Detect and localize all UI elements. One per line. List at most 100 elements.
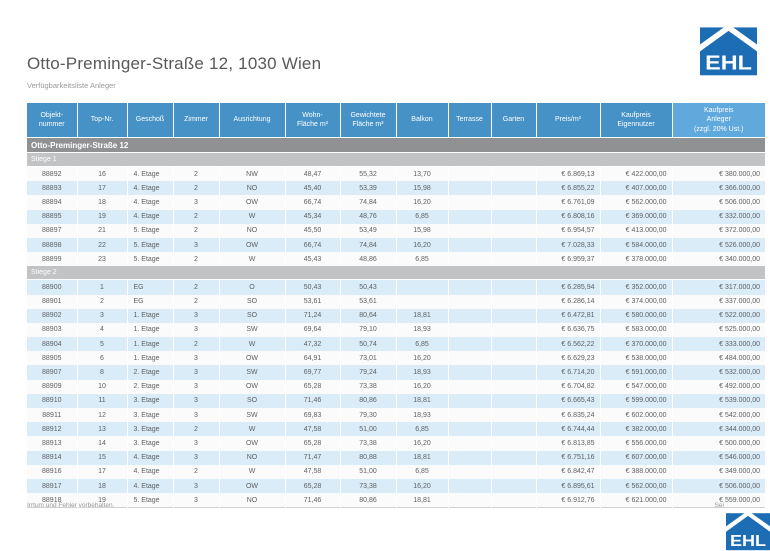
- column-header-terrasse: Terrasse: [448, 103, 492, 138]
- cell-preis-m2: € 6.813,85: [536, 436, 601, 451]
- cell-geschoss: 2. Etage: [127, 379, 174, 394]
- cell-preis-m2: € 6.286,14: [536, 294, 601, 309]
- cell-objektnummer: 88903: [27, 322, 78, 338]
- cell-kaufpreis-anleger: € 380.000,00: [672, 166, 765, 182]
- cell-terrasse: [448, 351, 492, 366]
- section-label: Stiege 1: [27, 152, 765, 167]
- cell-terrasse: [448, 322, 492, 338]
- cell-gewichtete-flaeche: 74,84: [340, 237, 397, 253]
- cell-terrasse: [448, 393, 492, 408]
- cell-kaufpreis-eigennutzer: € 556.000,00: [600, 436, 673, 451]
- cell-terrasse: [448, 195, 492, 210]
- cell-preis-m2: € 7.028,33: [536, 237, 601, 253]
- cell-objektnummer: 88910: [27, 393, 78, 408]
- cell-objektnummer: 88895: [27, 209, 78, 224]
- cell-ausrichtung: NO: [219, 450, 286, 465]
- cell-top-nr: 18: [77, 195, 128, 210]
- table-row: 88907 8 2. Etage 3 SW 69,77 79,24 18,93 € 6.714,…: [27, 365, 765, 380]
- cell-preis-m2: € 6.285,94: [536, 279, 601, 295]
- cell-wohnflaeche: 66,74: [285, 237, 341, 253]
- cell-objektnummer: 88907: [27, 365, 78, 380]
- cell-kaufpreis-eigennutzer: € 369.000,00: [600, 209, 673, 224]
- cell-balkon: 6,85: [396, 464, 449, 479]
- cell-garten: [491, 450, 537, 465]
- cell-garten: [491, 351, 537, 366]
- cell-top-nr: 13: [77, 422, 128, 437]
- cell-garten: [491, 464, 537, 479]
- cell-geschoss: 1. Etage: [127, 351, 174, 366]
- cell-gewichtete-flaeche: 80,86: [340, 393, 397, 408]
- cell-gewichtete-flaeche: 53,39: [340, 181, 397, 196]
- cell-preis-m2: € 6.808,16: [536, 209, 601, 224]
- cell-gewichtete-flaeche: 50,43: [340, 279, 397, 295]
- cell-gewichtete-flaeche: 73,38: [340, 436, 397, 451]
- cell-wohnflaeche: 69,64: [285, 322, 341, 338]
- cell-terrasse: [448, 181, 492, 196]
- cell-gewichtete-flaeche: 80,64: [340, 308, 397, 323]
- cell-terrasse: [448, 308, 492, 323]
- cell-kaufpreis-anleger: € 366.000,00: [672, 181, 765, 196]
- cell-wohnflaeche: 45,34: [285, 209, 341, 224]
- cell-garten: [491, 337, 537, 352]
- cell-top-nr: 6: [77, 351, 128, 366]
- cell-balkon: 15,98: [396, 181, 449, 196]
- house-roof-icon: [726, 510, 770, 532]
- table-row: 88910 11 3. Etage 3 SO 71,46 80,86 18,81 € 6.665…: [27, 393, 765, 408]
- cell-preis-m2: € 6.472,81: [536, 308, 601, 323]
- cell-ausrichtung: OW: [219, 379, 286, 394]
- cell-wohnflaeche: 50,43: [285, 279, 341, 295]
- cell-kaufpreis-eigennutzer: € 562.000,00: [600, 195, 673, 210]
- cell-preis-m2: € 6.744,44: [536, 422, 601, 437]
- cell-preis-m2: € 6.869,13: [536, 166, 601, 182]
- cell-balkon: [396, 294, 449, 309]
- cell-ausrichtung: NO: [219, 493, 286, 508]
- cell-garten: [491, 408, 537, 423]
- cell-top-nr: 18: [77, 478, 128, 494]
- table-row: 88912 13 3. Etage 2 W 47,58 51,00 6,85 € 6.744,4…: [27, 422, 765, 437]
- cell-geschoss: 2. Etage: [127, 365, 174, 380]
- cell-zimmer: 3: [173, 308, 220, 323]
- cell-geschoss: 1. Etage: [127, 337, 174, 352]
- cell-top-nr: 10: [77, 379, 128, 394]
- cell-gewichtete-flaeche: 53,61: [340, 294, 397, 309]
- cell-ausrichtung: W: [219, 252, 286, 267]
- cell-terrasse: [448, 209, 492, 224]
- cell-kaufpreis-eigennutzer: € 422.000,00: [600, 166, 673, 182]
- cell-garten: [491, 237, 537, 253]
- cell-ausrichtung: SO: [219, 308, 286, 323]
- cell-garten: [491, 379, 537, 394]
- table-body: Otto-Preminger-Straße 12 Stiege 1 88892 16 4…: [27, 137, 765, 508]
- cell-balkon: 16,20: [396, 436, 449, 451]
- cell-kaufpreis-eigennutzer: € 583.000,00: [600, 322, 673, 338]
- cell-wohnflaeche: 53,61: [285, 294, 341, 309]
- cell-ausrichtung: O: [219, 279, 286, 295]
- cell-top-nr: 4: [77, 322, 128, 338]
- cell-balkon: 6,85: [396, 422, 449, 437]
- cell-kaufpreis-anleger: € 546.000,00: [672, 450, 765, 465]
- cell-terrasse: [448, 422, 492, 437]
- cell-gewichtete-flaeche: 48,86: [340, 252, 397, 267]
- cell-kaufpreis-anleger: € 500.000,00: [672, 436, 765, 451]
- cell-kaufpreis-anleger: € 332.000,00: [672, 209, 765, 224]
- column-header-wohnflaeche: Wohn- Fläche m²: [285, 103, 341, 138]
- table-row: 88914 15 4. Etage 3 NO 71,47 80,88 18,81 € 6.751…: [27, 450, 765, 465]
- cell-preis-m2: € 6.761,09: [536, 195, 601, 210]
- cell-geschoss: 4. Etage: [127, 464, 174, 479]
- column-header-garten: Garten: [491, 103, 537, 138]
- cell-zimmer: 2: [173, 294, 220, 309]
- cell-zimmer: 3: [173, 436, 220, 451]
- cell-preis-m2: € 6.954,57: [536, 223, 601, 238]
- cell-objektnummer: 88905: [27, 351, 78, 366]
- cell-kaufpreis-eigennutzer: € 562.000,00: [600, 478, 673, 494]
- cell-gewichtete-flaeche: 53,49: [340, 223, 397, 238]
- cell-garten: [491, 252, 537, 267]
- cell-top-nr: 19: [77, 493, 128, 508]
- cell-terrasse: [448, 478, 492, 494]
- table-row: 88897 21 5. Etage 2 NO 45,50 53,49 15,98 € 6.954…: [27, 223, 765, 238]
- table-row: 88911 12 3. Etage 3 SW 69,83 79,30 18,93 € 6.835…: [27, 408, 765, 423]
- cell-zimmer: 2: [173, 166, 220, 182]
- cell-zimmer: 2: [173, 337, 220, 352]
- cell-ausrichtung: NO: [219, 181, 286, 196]
- cell-objektnummer: 88911: [27, 408, 78, 423]
- cell-ausrichtung: OW: [219, 436, 286, 451]
